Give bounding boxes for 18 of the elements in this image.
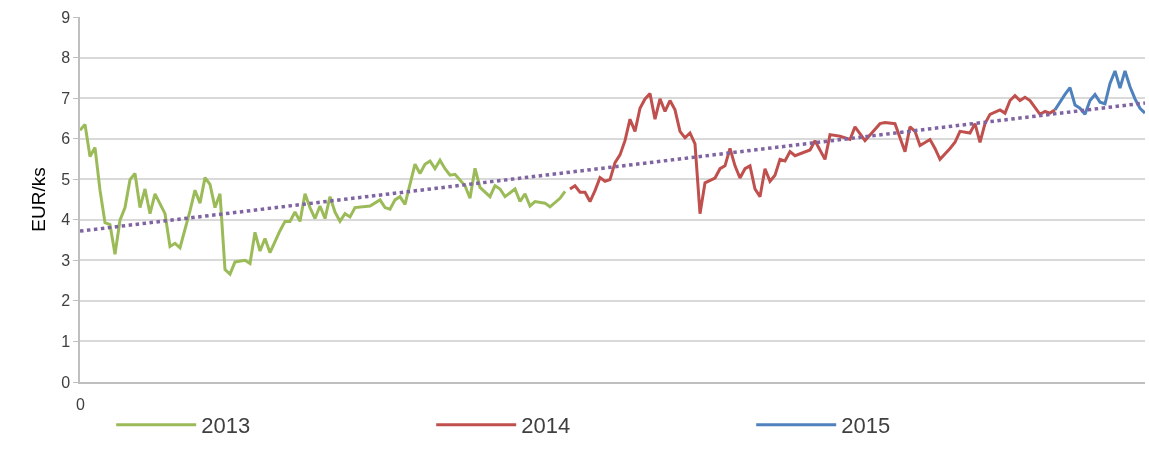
y-tick-label: 0: [61, 373, 71, 391]
y-tick-label: 1: [61, 333, 71, 351]
legend-label: 2014: [521, 413, 571, 439]
text: 0: [76, 396, 85, 413]
y-tick-label: 9: [61, 8, 71, 26]
y-tick-label: 7: [61, 89, 71, 107]
y-tick-label: 8: [61, 49, 71, 67]
line-series: [1053, 69, 1145, 116]
legend-label: 2013: [201, 413, 251, 439]
legend-label: 2015: [841, 413, 891, 439]
y-tick-label: 3: [61, 251, 71, 269]
line-series: [568, 92, 1057, 216]
line-series: [80, 122, 567, 276]
y-tick-label: 4: [61, 211, 71, 229]
y-tick-label: 2: [61, 292, 71, 310]
y-tick-label: 5: [61, 170, 71, 188]
y-tick-label: 6: [61, 130, 71, 148]
y-axis-title: EUR/ks: [28, 167, 50, 232]
